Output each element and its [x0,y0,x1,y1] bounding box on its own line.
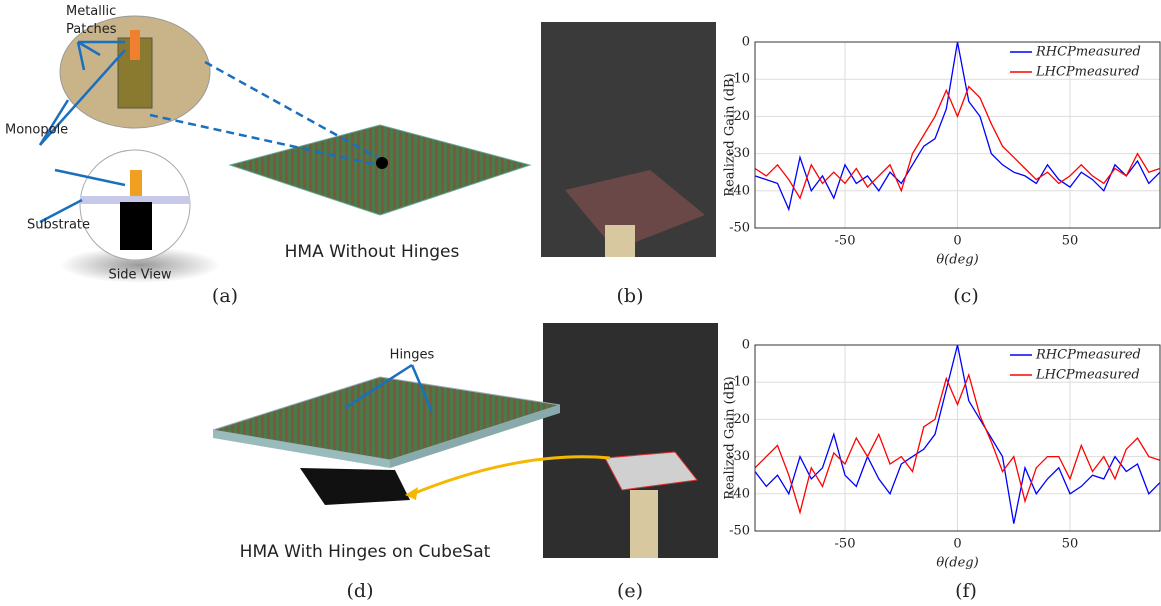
label-patches: Metallic Patches [66,4,117,37]
panel-caption: (d) [347,580,374,602]
x-axis-label: θ(deg) [936,253,978,268]
panel-a-drawing [38,15,532,283]
y-tick-label: 0 [742,338,750,353]
photo-b-plate [565,170,705,250]
x-tick-label: -50 [835,234,856,249]
legend-label: RHCPmeasured [1035,45,1141,60]
panel-d-drawing [212,363,611,505]
y-tick-label: -20 [729,412,750,427]
x-tick-label: 50 [1062,234,1079,249]
y-tick-label: 0 [742,35,750,50]
label-monopole: Monopole [5,123,68,138]
y-tick-label: -10 [729,375,750,390]
x-tick-label: -50 [835,537,856,552]
label-hinges: Hinges [390,348,435,363]
panel-caption: (f) [955,580,977,602]
y-axis-label: Realized Gain (dB) [723,376,738,499]
panel-caption: (a) [212,285,238,307]
y-tick-label: -30 [729,146,750,161]
x-tick-label: 0 [953,537,961,552]
panel-caption: (b) [617,285,644,307]
series-line [754,372,1161,515]
label-substrate: Substrate [27,218,90,233]
plot-frame [754,344,1161,532]
x-axis-label: θ(deg) [936,556,978,571]
panel-caption: (e) [617,580,643,602]
y-tick-label: -40 [729,486,750,501]
y-tick-label: -10 [729,72,750,87]
y-tick-label: -30 [729,449,750,464]
photo-e-stand [630,490,658,558]
plot-frame [754,41,1161,229]
y-tick-label: -50 [729,524,750,539]
photo-b-stand [605,225,635,257]
photo-e-plate [604,451,698,491]
legend-label: LHCPmeasured [1035,368,1140,383]
legend-label: RHCPmeasured [1035,348,1141,363]
x-tick-label: 50 [1062,537,1079,552]
y-tick-label: -20 [729,109,750,124]
legend-label: LHCPmeasured [1035,65,1140,80]
x-tick-label: 0 [953,234,961,249]
y-tick-label: -40 [729,183,750,198]
y-axis-label: Realized Gain (dB) [723,73,738,196]
series-line [754,85,1161,200]
label-hma-d: HMA With Hinges on CubeSat [240,542,491,562]
y-tick-label: -50 [729,221,750,236]
panel-caption: (c) [953,285,978,307]
label-hma-a: HMA Without Hinges [285,242,460,262]
label-side-view: Side View [108,268,171,283]
